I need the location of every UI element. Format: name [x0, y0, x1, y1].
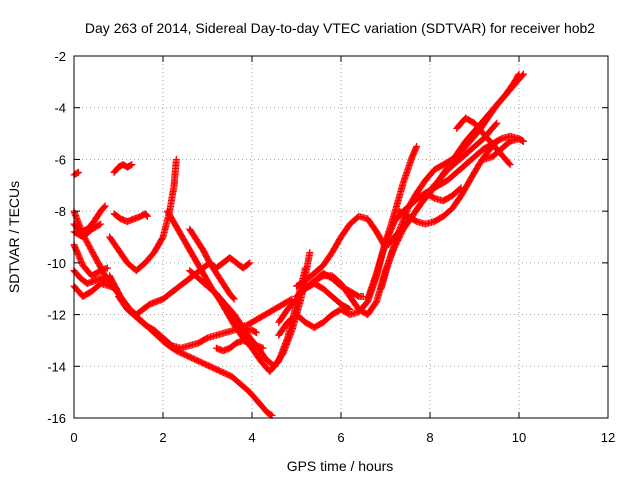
series-29 — [479, 135, 527, 163]
data-point — [259, 344, 267, 352]
x-tick-label: 4 — [248, 430, 255, 445]
data-point — [515, 70, 523, 78]
trace-marker — [95, 221, 103, 229]
data-point — [74, 168, 82, 176]
data-points — [70, 70, 527, 419]
x-tick-label: 2 — [159, 430, 166, 445]
series-22 — [293, 280, 354, 313]
trace-marker — [100, 203, 108, 211]
y-tick-label: -10 — [47, 256, 66, 271]
series-27 — [422, 184, 465, 205]
data-point — [346, 305, 354, 313]
series-3 — [70, 241, 111, 280]
trace-marker — [456, 185, 464, 193]
data-point — [103, 264, 111, 272]
trace-marker — [267, 411, 275, 419]
series-7 — [70, 220, 105, 241]
series-1 — [70, 168, 82, 179]
data-point — [457, 184, 465, 192]
data-point — [101, 202, 109, 210]
series-15 — [186, 225, 238, 303]
x-tick-label: 0 — [70, 430, 77, 445]
series-17 — [212, 336, 267, 355]
trace-marker — [251, 328, 259, 336]
x-tick-label: 6 — [337, 430, 344, 445]
series-9 — [110, 210, 151, 225]
data-point — [97, 220, 105, 228]
x-tick-label: 12 — [601, 430, 615, 445]
trace-marker — [492, 120, 500, 128]
data-point — [246, 259, 254, 267]
data-point — [301, 264, 309, 272]
trace-marker — [518, 137, 526, 145]
trace-marker — [505, 159, 513, 167]
data-point — [306, 249, 314, 257]
series-8 — [110, 161, 136, 176]
series-23 — [293, 119, 501, 290]
trace-marker — [514, 71, 522, 79]
axis-ticks: 0 2 4 6 8 10 12 -16 -14 -12 -10 -8 -6 -4 -2 — [47, 49, 615, 445]
y-tick-label: -8 — [54, 204, 66, 219]
trace-marker — [143, 211, 151, 219]
y-tick-label: -12 — [47, 308, 66, 323]
chart-title: Day 263 of 2014, Sidereal Day-to-day VTE… — [85, 20, 595, 36]
y-tick-label: -14 — [47, 359, 66, 374]
data-point — [493, 137, 501, 145]
data-point — [493, 119, 501, 127]
trace-marker — [229, 294, 237, 302]
data-point — [143, 212, 151, 220]
y-tick-label: -4 — [54, 101, 66, 116]
trace-marker — [73, 169, 81, 177]
gridlines — [74, 56, 608, 418]
data-point — [519, 137, 527, 145]
series-18 — [235, 295, 296, 331]
data-point — [172, 155, 180, 163]
x-axis-label: GPS time / hours — [287, 458, 394, 474]
series-2 — [70, 207, 276, 419]
data-point — [413, 143, 421, 150]
plot-frame — [73, 55, 609, 419]
y-axis-label: SDTVAR / TECUs — [6, 181, 22, 293]
y-tick-label: -2 — [54, 49, 66, 64]
data-point — [230, 295, 238, 303]
x-tick-label: 10 — [512, 430, 526, 445]
data-point — [506, 161, 514, 169]
trace-marker — [345, 305, 353, 313]
data-point — [252, 329, 260, 337]
trace-marker — [127, 161, 135, 169]
y-tick-label: -16 — [47, 411, 66, 426]
data-point — [128, 161, 136, 169]
series-25 — [377, 70, 523, 293]
trace-marker — [142, 211, 150, 219]
y-tick-label: -6 — [54, 152, 66, 167]
x-tick-label: 8 — [426, 430, 433, 445]
trace-marker — [245, 260, 253, 268]
